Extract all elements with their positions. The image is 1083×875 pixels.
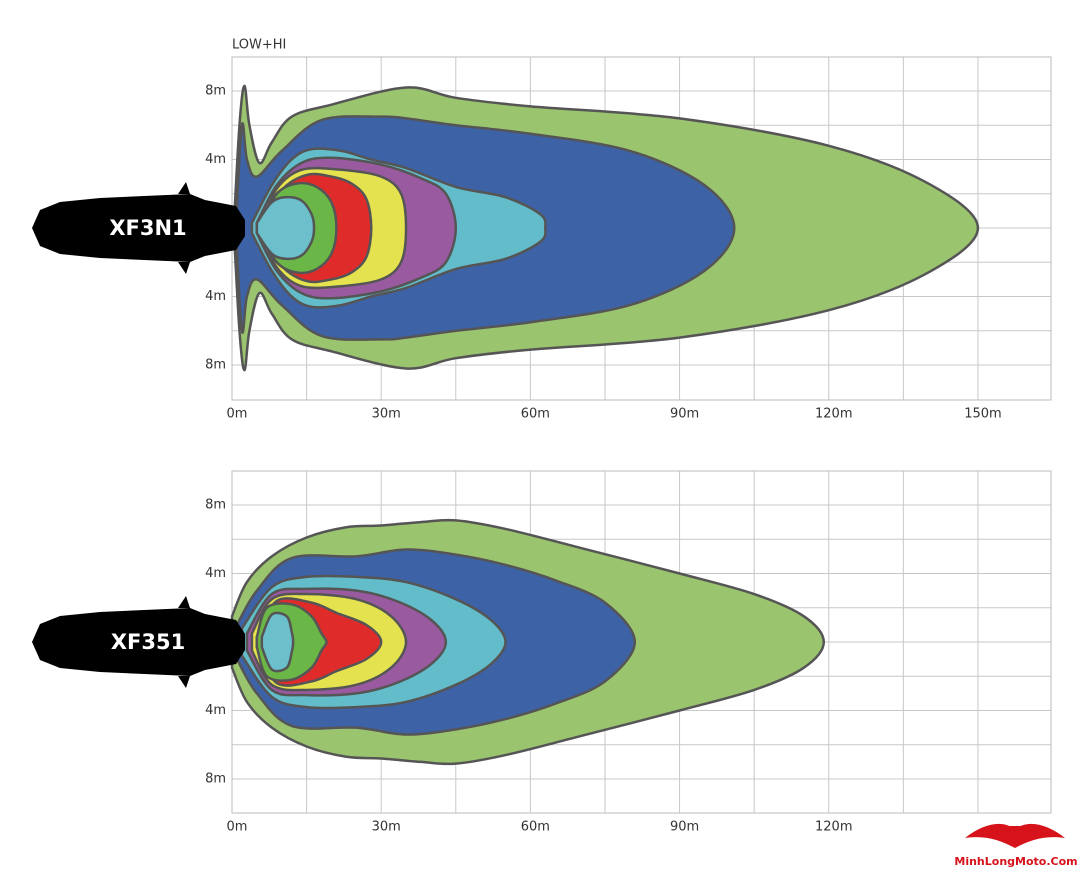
x-tick-label: 120m (815, 407, 852, 422)
panel: 0m30m60m90m120m8m4m0m4m8mXF351 (32, 470, 1052, 835)
model-name: XF351 (111, 630, 185, 654)
x-tick-label: 0m (227, 407, 248, 422)
x-tick-label: 150m (964, 407, 1001, 422)
x-tick-label: 90m (670, 820, 699, 835)
y-tick-label: 4m (205, 289, 226, 304)
vehicle-silhouette (32, 596, 245, 688)
logo: MinhLongMoto.Com (954, 823, 1078, 868)
beam-zone (260, 611, 295, 673)
model-name: XF3N1 (109, 216, 186, 240)
beam-zone (255, 195, 316, 261)
x-tick-label: 30m (372, 407, 401, 422)
mode-label: LOW+HI (232, 38, 286, 53)
x-tick-label: 120m (815, 820, 852, 835)
x-tick-label: 30m (372, 820, 401, 835)
y-tick-label: 8m (205, 772, 226, 787)
y-tick-label: 8m (205, 83, 226, 98)
x-tick-label: 60m (521, 820, 550, 835)
y-tick-label: 8m (205, 497, 226, 512)
x-tick-label: 90m (670, 407, 699, 422)
x-tick-label: 60m (521, 407, 550, 422)
panel: 0m30m60m90m120m150m8m4m0m4m8mXF3N1 (32, 56, 1052, 422)
x-tick-label: 0m (227, 820, 248, 835)
y-tick-label: 8m (205, 358, 226, 373)
logo-engine (1008, 826, 1022, 840)
y-tick-label: 4m (205, 152, 226, 167)
y-tick-label: 4m (205, 566, 226, 581)
vehicle-silhouette (32, 182, 245, 274)
logo-text: MinhLongMoto.Com (954, 855, 1077, 868)
y-tick-label: 4m (205, 703, 226, 718)
